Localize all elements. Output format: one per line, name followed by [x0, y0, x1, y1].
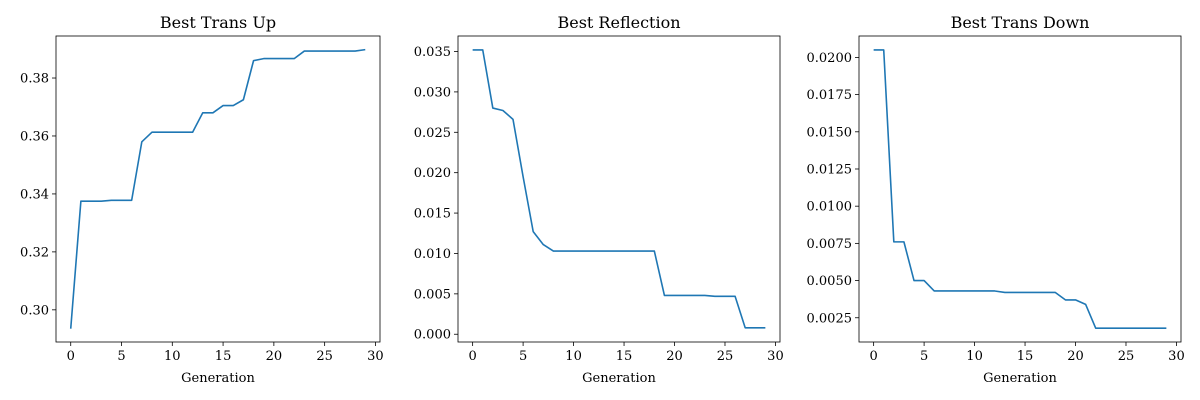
x-tick-label: 30	[1168, 349, 1185, 364]
x-tick-label: 30	[367, 349, 384, 364]
y-tick-label: 0.0050	[807, 274, 853, 289]
y-tick-label: 0.0100	[807, 200, 853, 215]
y-tick-label: 0.0025	[807, 311, 853, 326]
axes-frame	[457, 35, 781, 343]
x-tick-label: 25	[717, 349, 734, 364]
y-tick-label: 0.0125	[807, 162, 853, 177]
x-tick-label: 15	[616, 349, 633, 364]
y-tick-label: 0.0200	[807, 51, 853, 66]
y-tick-label: 0.38	[20, 72, 49, 87]
axes-frame	[55, 35, 381, 343]
y-tick-label: 0.015	[414, 207, 451, 222]
x-tick-label: 30	[767, 349, 784, 364]
x-tick-label: 5	[920, 349, 928, 364]
y-tick-label: 0.34	[20, 187, 49, 202]
y-tick-label: 0.0075	[807, 237, 853, 252]
subplot-2: Best Reflection 0 5 10 15 20 25 30 0.000 0.005 0.0…	[414, 13, 784, 386]
x-tick-label: 10	[164, 349, 181, 364]
x-tick-label: 5	[519, 349, 527, 364]
y-tick-label: 0.32	[20, 245, 49, 260]
y-tick-label: 0.020	[414, 166, 451, 181]
chart-title: Best Trans Up	[160, 13, 276, 32]
y-tick-label: 0.000	[414, 328, 451, 343]
y-tick-label: 0.005	[414, 287, 451, 302]
x-axis-label: Generation	[983, 371, 1057, 386]
x-tick-label: 5	[117, 349, 125, 364]
x-tick-label: 0	[67, 349, 75, 364]
y-tick-label: 0.030	[414, 85, 451, 100]
x-tick-label: 10	[565, 349, 582, 364]
x-tick-label: 0	[869, 349, 877, 364]
y-tick-label: 0.30	[20, 303, 49, 318]
x-tick-label: 10	[966, 349, 983, 364]
y-tick-label: 0.010	[414, 247, 451, 262]
y-tick-label: 0.0150	[807, 125, 853, 140]
subplot-1: Best Trans Up 0 5 10 15 20 25 30 0.30 0.32 0.34 0.3…	[20, 13, 384, 386]
y-tick-label: 0.025	[414, 126, 451, 141]
x-tick-label: 20	[666, 349, 683, 364]
x-tick-label: 20	[266, 349, 283, 364]
axes-frame	[858, 35, 1182, 343]
x-axis-label: Generation	[582, 371, 656, 386]
x-tick-label: 20	[1067, 349, 1084, 364]
y-tick-label: 0.36	[20, 129, 49, 144]
x-tick-label: 25	[316, 349, 333, 364]
y-tick-label: 0.035	[414, 45, 451, 60]
series-line	[69, 48, 366, 329]
x-tick-label: 15	[1017, 349, 1034, 364]
subplot-3: Best Trans Down 0 5 10 15 20 25 30 0.0025 0.0050 0…	[807, 13, 1185, 386]
chart-title: Best Trans Down	[951, 13, 1090, 32]
x-tick-label: 25	[1118, 349, 1135, 364]
y-tick-label: 0.0175	[807, 88, 853, 103]
x-tick-label: 15	[215, 349, 232, 364]
x-tick-label: 0	[468, 349, 476, 364]
series-line	[873, 49, 1167, 329]
series-line	[472, 49, 766, 329]
chart-title: Best Reflection	[557, 13, 680, 32]
x-axis-label: Generation	[181, 371, 255, 386]
